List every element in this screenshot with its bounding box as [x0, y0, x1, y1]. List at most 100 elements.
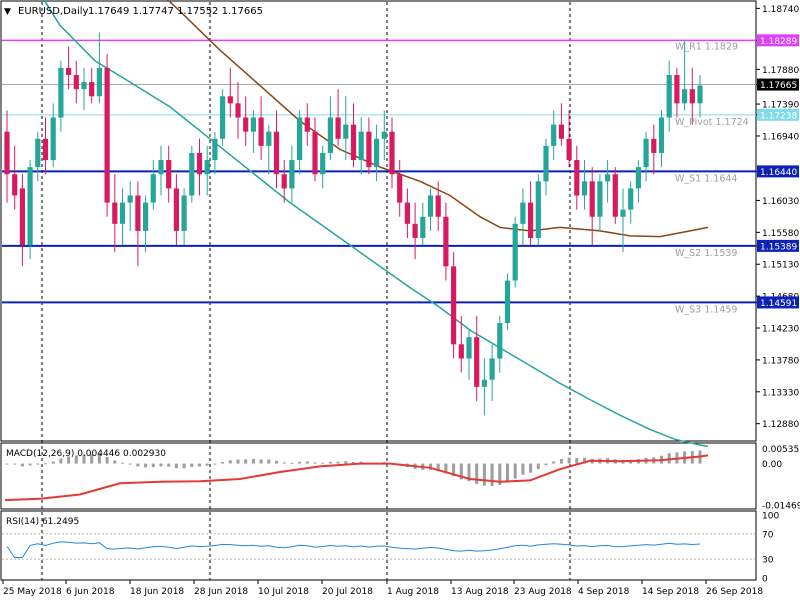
candle-body — [343, 124, 349, 139]
candle-body — [574, 160, 580, 196]
macd-bar — [313, 462, 317, 464]
candle-body — [651, 138, 657, 153]
price-tick-label: 1.17390 — [762, 101, 799, 111]
rsi-panel[interactable] — [0, 510, 757, 581]
time-tick-label: 4 Sep 2018 — [578, 587, 630, 597]
time-tick-label: 14 Sep 2018 — [642, 587, 699, 597]
macd-bar — [128, 463, 132, 465]
candle-body — [189, 152, 195, 196]
candle-body — [158, 160, 164, 175]
candle-body — [397, 174, 403, 203]
macd-bar — [36, 463, 40, 465]
macd-bar — [221, 461, 225, 464]
price-tick-label: 1.15580 — [762, 229, 799, 239]
level-label: W_S3 1.1459 — [675, 304, 737, 315]
candle-body — [512, 223, 518, 281]
candle-body — [12, 174, 18, 196]
candle-body — [350, 124, 357, 161]
price-tag-label: 1.18289 — [760, 37, 797, 47]
macd-bar — [213, 463, 217, 465]
candle-body — [327, 117, 333, 153]
candle-body — [181, 195, 187, 231]
macd-bar — [144, 463, 148, 468]
macd-bar — [490, 463, 494, 487]
candle-body — [81, 82, 87, 90]
macd-bar — [228, 460, 232, 464]
price-tag — [757, 296, 799, 309]
macd-bar — [174, 463, 178, 469]
macd-bar — [74, 455, 78, 464]
rsi-line — [2, 533, 756, 560]
macd-bar — [275, 460, 278, 464]
candle-body — [35, 138, 41, 168]
macd-bar — [182, 463, 186, 469]
macd-histogram — [4, 450, 709, 502]
macd-bar — [51, 461, 55, 464]
price-tick-label: 1.18740 — [762, 5, 799, 15]
level-label: W_Pivot 1.1724 — [675, 117, 749, 128]
price-tag-label: 1.16440 — [760, 168, 797, 178]
macd-bar — [544, 463, 548, 466]
candle-body — [497, 323, 503, 359]
macd-bar — [97, 453, 101, 464]
macd-bar — [159, 463, 163, 467]
candle-body — [196, 152, 203, 175]
price-panel[interactable] — [0, 0, 757, 442]
macd-bar — [336, 461, 340, 464]
candle-body — [528, 202, 534, 239]
candle-body — [643, 138, 649, 168]
candle-body — [227, 96, 233, 104]
time-tick-label: 28 Jun 2018 — [194, 587, 248, 597]
candle-body — [682, 89, 688, 104]
rsi-tick-label: 70 — [762, 530, 774, 540]
level-label: W_S2 1.1539 — [675, 248, 737, 259]
candle-body — [297, 117, 303, 161]
price-tick-label: 1.17880 — [762, 66, 799, 76]
macd-bar — [344, 461, 348, 464]
price-tag — [757, 108, 799, 121]
macd-bar — [498, 463, 502, 485]
rsi-line — [6, 541, 701, 558]
macd-bar — [444, 463, 448, 473]
candle-body — [104, 67, 110, 203]
dropdown-arrow-icon[interactable]: ▼ — [4, 7, 11, 17]
time-axis[interactable]: 25 May 2018 6 Jun 2018 18 Jun 2018 28 Jun 2… — [2, 580, 763, 597]
macd-bar — [198, 463, 201, 467]
candle-body — [19, 188, 25, 246]
candle-body — [304, 117, 310, 132]
macd-signal-line — [4, 454, 709, 502]
price-axis[interactable]: 1.18740 1.18289 1.17880 1.17665 1.173901.172… — [756, 5, 799, 430]
macd-bar — [436, 463, 440, 471]
rsi-tick-label: 30 — [762, 556, 774, 566]
candle-body — [558, 124, 564, 139]
candle-body — [50, 117, 56, 161]
level-label: W_R1 1.1829 — [675, 41, 738, 52]
symbol-title: EURUSD,Daily — [18, 6, 89, 17]
candle-body — [42, 138, 49, 161]
time-tick-label: 18 Jun 2018 — [130, 587, 184, 597]
candle-body — [258, 117, 264, 146]
candle-body — [543, 145, 549, 182]
rsi-tick-label: 100 — [762, 512, 779, 522]
macd-tick-label: 0.00 — [762, 460, 782, 470]
candle-body — [273, 131, 280, 175]
candlesticks — [4, 32, 703, 416]
macd-title: MACD(12,26,9) 0.004446 0.002930 — [6, 449, 166, 459]
macd-bar — [328, 461, 332, 464]
macd-panel[interactable] — [0, 442, 757, 510]
candle-body — [127, 195, 133, 203]
macd-bar — [521, 463, 525, 475]
candle-body — [427, 195, 434, 217]
moving-averages — [43, 0, 709, 448]
time-tick-label: 23 Aug 2018 — [514, 587, 572, 597]
macd-bar — [105, 456, 109, 464]
price-tick-label: 1.16940 — [762, 132, 799, 142]
macd-tick-label: 0.005358 — [762, 445, 800, 455]
candle-body — [443, 216, 449, 267]
candle-body — [620, 209, 626, 217]
time-tick-label: 26 Sep 2018 — [706, 587, 763, 597]
candle-body — [412, 223, 418, 239]
moving-average-slow — [166, 0, 709, 238]
macd-bar — [244, 459, 248, 464]
time-tick-label: 20 Jul 2018 — [322, 587, 373, 597]
